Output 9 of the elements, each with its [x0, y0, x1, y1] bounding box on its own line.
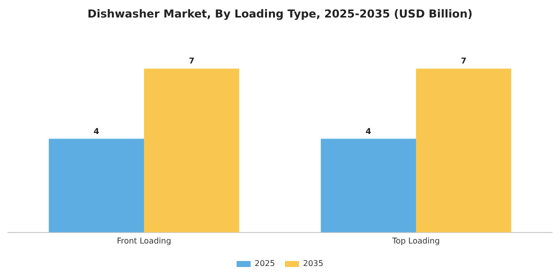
legend-label: 2025 — [254, 259, 275, 268]
data-label: 4 — [94, 126, 100, 136]
data-label: 7 — [460, 56, 466, 66]
legend-label: 2035 — [303, 259, 324, 268]
data-label: 7 — [188, 56, 194, 66]
chart-title: Dishwasher Market, By Loading Type, 2025-2035 (USD Billion) — [87, 7, 473, 20]
data-label: 4 — [366, 126, 372, 136]
x-tick-label: Front Loading — [116, 236, 172, 246]
x-tick-label: Top Loading — [391, 236, 440, 246]
